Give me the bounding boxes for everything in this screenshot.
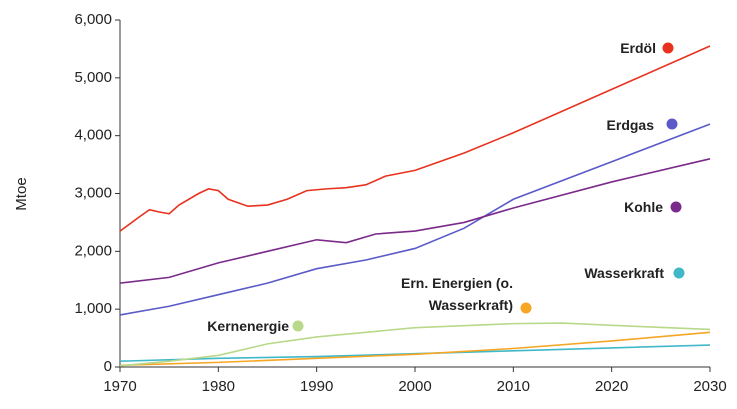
y-tick-label: 1,000 xyxy=(74,300,112,317)
y-tick-label: 0 xyxy=(104,358,112,375)
y-tick-label: 4,000 xyxy=(74,127,112,144)
x-tick-label: 1990 xyxy=(300,378,333,395)
legend-dot xyxy=(673,267,685,279)
x-tick-label: 2000 xyxy=(398,378,431,395)
legend-dot xyxy=(670,201,682,213)
series-line xyxy=(119,344,711,363)
y-axis-label: Mtoe xyxy=(13,177,30,210)
legend-label: Erdgas xyxy=(606,117,654,133)
x-tick-label: 2010 xyxy=(497,378,530,395)
legend-label: Kohle xyxy=(624,199,663,215)
series-line xyxy=(119,322,711,367)
x-tick-label: 1970 xyxy=(103,378,136,395)
y-tick-label: 3,000 xyxy=(74,184,112,201)
y-tick-label: 5,000 xyxy=(74,69,112,86)
series-line xyxy=(119,45,711,232)
y-tick-label: 2,000 xyxy=(74,242,112,259)
legend-label: Erdöl xyxy=(620,40,656,56)
legend-dot xyxy=(520,302,532,314)
legend-dot xyxy=(292,320,304,332)
legend-label: Kernenergie xyxy=(207,318,289,334)
series-line xyxy=(119,158,711,284)
x-tick-label: 1980 xyxy=(202,378,235,395)
x-tick-label: 2030 xyxy=(693,378,726,395)
series-line xyxy=(119,123,711,316)
legend-label: Ern. Energien (o. Wasserkraft) xyxy=(400,275,513,313)
legend-label: Wasserkraft xyxy=(584,265,664,281)
y-tick-label: 6,000 xyxy=(74,11,112,28)
series-line xyxy=(119,331,711,367)
legend-dot xyxy=(666,118,678,130)
legend-dot xyxy=(662,42,674,54)
x-tick-label: 2020 xyxy=(595,378,628,395)
